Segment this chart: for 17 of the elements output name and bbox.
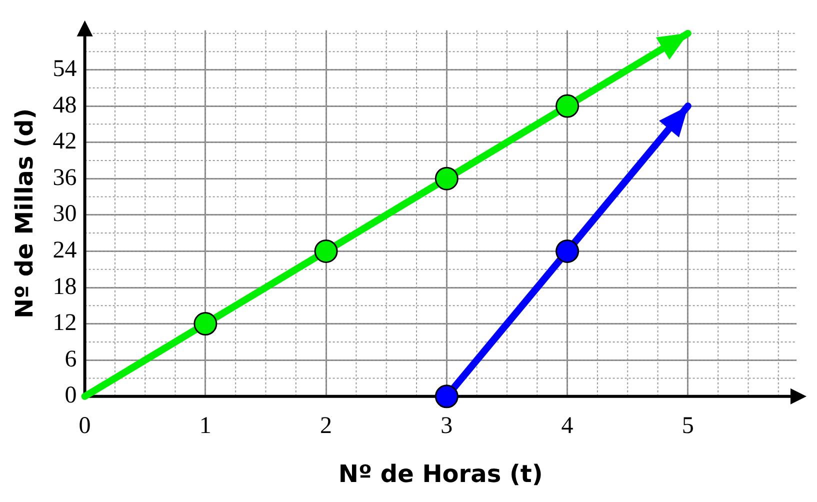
y-tick-label: 36: [52, 164, 77, 191]
y-tick-label: 42: [52, 128, 77, 155]
y-tick-label: 24: [52, 238, 77, 264]
y-tick-label: 30: [52, 201, 77, 228]
y-tick-label: 0: [64, 382, 77, 409]
x-tick-label: 2: [320, 413, 332, 440]
y-tick-label: 18: [52, 274, 77, 300]
y-tick-label: 12: [52, 310, 77, 336]
y-tick-label: 54: [52, 56, 77, 82]
y-tick-label: 6: [64, 346, 77, 372]
y-axis-title: Nº de Millas (d): [10, 108, 39, 319]
x-tick-label: 5: [682, 413, 694, 440]
x-tick-label: 1: [199, 413, 212, 440]
y-tick-label: 48: [52, 92, 77, 118]
x-tick-label: 3: [440, 413, 453, 440]
x-axis-title: Nº de Horas (t): [338, 460, 543, 488]
x-tick-label: 4: [561, 413, 574, 440]
